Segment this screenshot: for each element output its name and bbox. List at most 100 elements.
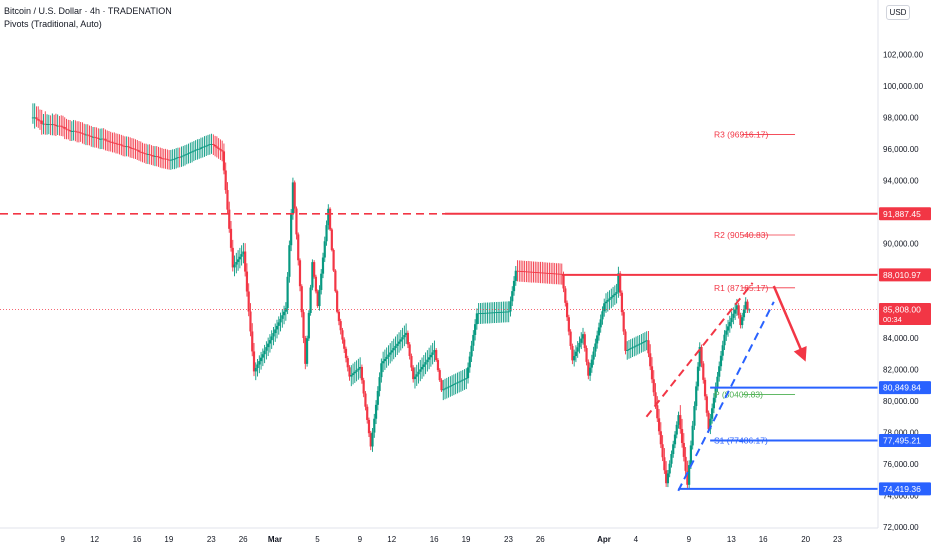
candle-body: [551, 273, 555, 275]
candle: [565, 300, 569, 321]
last-price-label: 85,808.00: [883, 305, 921, 315]
level-badge-label: 91,887.45: [883, 209, 921, 219]
candle: [125, 136, 128, 157]
candle-body: [728, 322, 731, 327]
candle-body: [247, 291, 250, 312]
candle-body: [442, 389, 445, 391]
candle-body: [286, 276, 289, 309]
level-badge-label: 80,849.84: [883, 383, 921, 393]
y-tick-label: 100,000.00: [883, 82, 924, 91]
candle: [420, 357, 424, 379]
candle: [259, 351, 263, 370]
candle: [519, 260, 523, 282]
candle-body: [261, 354, 264, 358]
candle: [390, 340, 394, 362]
candle-body: [65, 128, 68, 130]
candle-body: [376, 391, 379, 405]
candle-body: [525, 271, 528, 273]
candle: [313, 260, 316, 279]
candle: [376, 386, 379, 411]
candle: [394, 336, 397, 358]
candle-body: [696, 366, 700, 387]
candle: [252, 342, 256, 377]
symbol-title[interactable]: Bitcoin / U.S. Dollar · 4h · TRADENATION: [4, 6, 172, 16]
candle: [663, 448, 666, 474]
resistance-88010-badge: 88,010.97: [879, 268, 931, 282]
candle-body: [295, 208, 298, 235]
candle: [744, 297, 747, 314]
candle-body: [60, 125, 63, 127]
candle-body: [334, 270, 337, 292]
candle-body: [76, 131, 79, 133]
candle: [712, 393, 715, 414]
candle-body: [659, 431, 662, 445]
candle-body: [634, 345, 638, 347]
candle-body: [542, 272, 546, 274]
candle-body: [466, 367, 470, 379]
candle: [288, 240, 291, 283]
candle: [90, 125, 93, 147]
candle-body: [366, 406, 369, 420]
level-badge-label: 77,495.21: [883, 435, 921, 445]
candle-body: [148, 154, 151, 156]
candle-body: [688, 465, 691, 485]
candle: [67, 119, 70, 140]
candle: [318, 285, 321, 311]
candle-body: [318, 289, 321, 307]
candle: [472, 330, 475, 352]
candle-body: [711, 408, 714, 419]
candle: [169, 149, 172, 170]
candle-body: [654, 392, 657, 406]
candle: [746, 299, 749, 314]
candle-body: [677, 415, 680, 425]
candle-body: [624, 331, 627, 351]
candle-body: [417, 371, 420, 375]
candle: [415, 364, 418, 386]
candle: [739, 312, 742, 329]
candle: [159, 147, 162, 168]
candle-body: [479, 313, 482, 314]
candle: [267, 337, 270, 357]
candle: [709, 414, 712, 435]
candle-body: [449, 385, 452, 387]
candle-body: [516, 270, 519, 272]
candle-body: [136, 149, 139, 151]
candle: [359, 357, 362, 379]
candle: [275, 319, 279, 339]
candle: [355, 360, 358, 382]
candle: [210, 133, 213, 154]
candle-body: [99, 138, 102, 140]
candle: [366, 404, 369, 424]
candle: [684, 447, 687, 476]
candle-body: [362, 380, 365, 394]
candle: [194, 140, 197, 161]
candle-body: [238, 256, 241, 260]
candle-body: [564, 288, 567, 303]
indicator-label[interactable]: Pivots (Traditional, Auto): [4, 19, 102, 29]
candle-body: [649, 353, 652, 367]
candle-body: [735, 305, 738, 310]
candle: [578, 336, 581, 354]
candle: [351, 363, 355, 385]
candle: [118, 134, 121, 155]
level-badge-label: 88,010.97: [883, 270, 921, 280]
candle: [37, 106, 40, 128]
candle: [91, 127, 95, 148]
candle-body: [127, 146, 130, 148]
candle-body: [199, 147, 203, 149]
candle-body: [190, 151, 194, 153]
x-tick-label: 26: [239, 535, 248, 544]
candle: [615, 283, 618, 304]
candle-body: [673, 434, 677, 445]
candle: [458, 371, 461, 393]
candle-body: [456, 382, 459, 384]
candle-body: [567, 317, 570, 332]
candle: [592, 346, 595, 365]
candle: [279, 312, 282, 332]
candle: [548, 262, 551, 284]
currency-button[interactable]: USD: [886, 5, 910, 20]
candle-body: [562, 274, 565, 289]
candle-body: [537, 272, 540, 274]
candle-body: [272, 333, 275, 337]
